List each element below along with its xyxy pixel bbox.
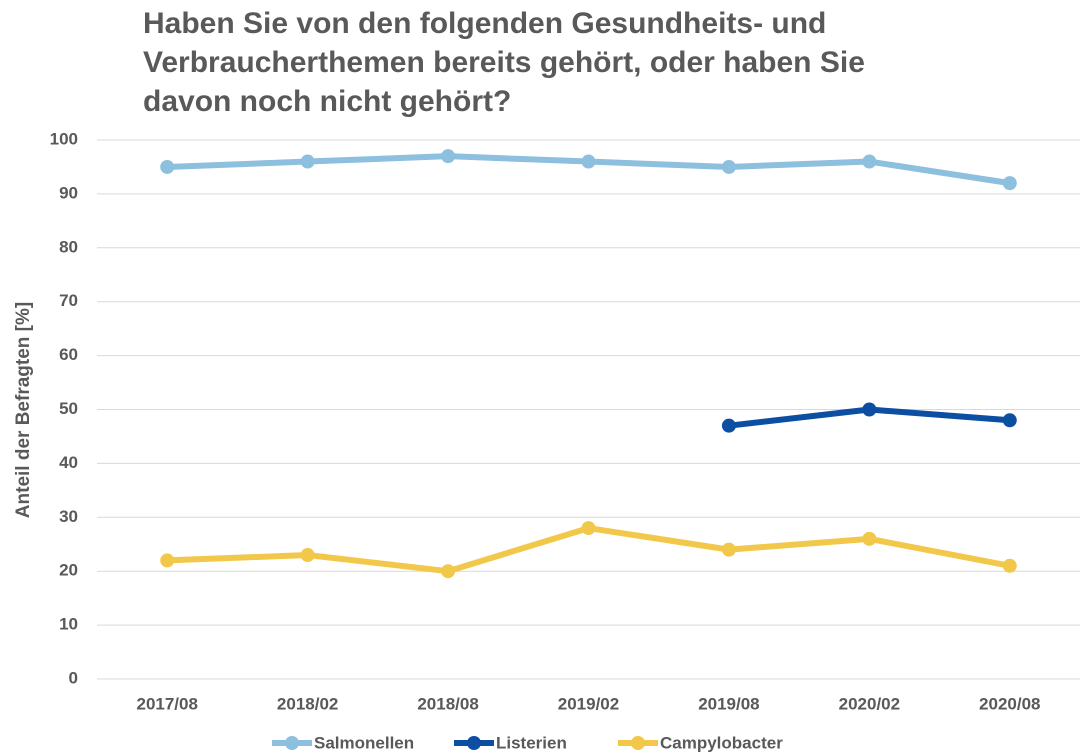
y-axis-label: Anteil der Befragten [%] — [13, 302, 34, 518]
y-tick-label: 80 — [59, 237, 78, 256]
y-tick-label: 90 — [59, 183, 78, 202]
point — [1002, 558, 1017, 573]
y-tick-label: 70 — [59, 291, 78, 310]
point — [300, 154, 315, 169]
point — [441, 149, 456, 164]
point — [581, 521, 596, 536]
legend-marker — [467, 736, 481, 750]
x-tick-label: 2020/02 — [839, 694, 900, 713]
point — [862, 531, 877, 546]
point — [721, 418, 736, 433]
x-tick-label: 2020/08 — [979, 694, 1040, 713]
x-tick-label: 2019/08 — [698, 694, 759, 713]
point — [862, 402, 877, 417]
y-tick-label: 50 — [59, 399, 78, 418]
x-tick-label: 2018/08 — [417, 694, 478, 713]
y-tick-label: 10 — [59, 615, 78, 634]
point — [160, 553, 175, 568]
point — [160, 159, 175, 174]
x-tick-label: 2018/02 — [277, 694, 338, 713]
chart-title: Haben Sie von den folgenden Gesundheits-… — [143, 7, 865, 118]
point — [1002, 413, 1017, 428]
x-tick-label: 2017/08 — [136, 694, 197, 713]
legend-marker — [631, 736, 645, 750]
y-tick-label: 100 — [50, 129, 78, 148]
point — [581, 154, 596, 169]
legend-label: Listerien — [496, 733, 567, 752]
y-tick-label: 0 — [69, 668, 78, 687]
legend-label: Campylobacter — [660, 733, 783, 752]
x-tick-label: 2019/02 — [558, 694, 619, 713]
y-tick-label: 20 — [59, 561, 78, 580]
point — [862, 154, 877, 169]
y-tick-label: 40 — [59, 453, 78, 472]
legend-label: Salmonellen — [314, 733, 414, 752]
point — [441, 564, 456, 579]
point — [1002, 176, 1017, 191]
point — [300, 548, 315, 563]
y-tick-label: 60 — [59, 345, 78, 364]
y-tick-label: 30 — [59, 507, 78, 526]
point — [721, 542, 736, 557]
point — [721, 159, 736, 174]
legend-marker — [285, 736, 299, 750]
